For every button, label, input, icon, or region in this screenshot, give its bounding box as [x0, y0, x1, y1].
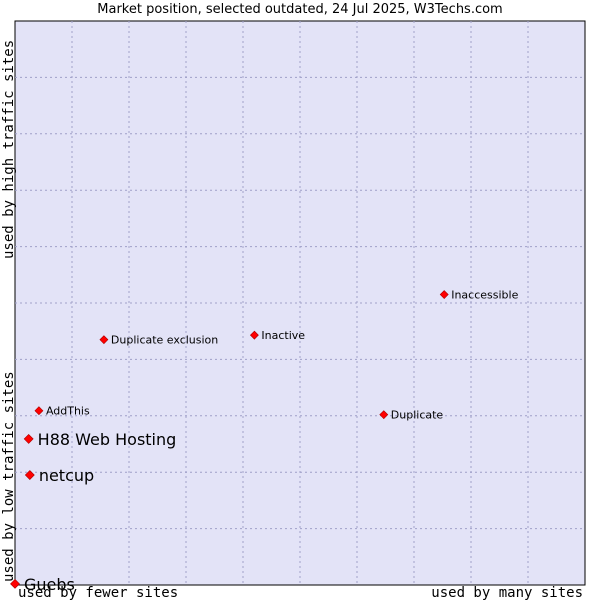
point-marker: [34, 406, 44, 416]
point-marker: [24, 470, 35, 480]
x-axis-label-right: used by many sites: [431, 585, 583, 600]
data-point: AddThis: [34, 405, 90, 418]
y-axis-label-top: used by high traffic sites: [1, 40, 17, 259]
y-axis-label-bottom: used by low traffic sites: [1, 371, 17, 582]
point-label: H88 Web Hosting: [38, 430, 177, 449]
point-label: netcup: [39, 466, 94, 485]
point-label: Inaccessible: [451, 289, 518, 302]
point-marker: [10, 578, 20, 589]
point-label: AddThis: [46, 405, 90, 418]
data-point: Inaccessible: [439, 289, 519, 302]
data-point: Duplicate: [379, 409, 444, 422]
point-label: Duplicate: [391, 409, 444, 422]
grid: [15, 21, 585, 585]
x-axis-label-left: used by fewer sites: [18, 585, 178, 600]
data-point: Inactive: [249, 329, 305, 342]
point-label: Guebs: [24, 575, 75, 594]
data-point: Duplicate exclusion: [99, 334, 218, 347]
point-marker: [249, 330, 259, 340]
data-point: H88 Web Hosting: [23, 430, 177, 449]
chart-title: Market position, selected outdated, 24 J…: [97, 2, 503, 17]
data-point: Guebs: [10, 575, 75, 594]
points-layer: Inaccessible Duplicate exclusion Inactive A…: [10, 289, 519, 594]
point-label: Duplicate exclusion: [111, 334, 218, 347]
data-point: netcup: [24, 466, 94, 485]
point-marker: [23, 433, 34, 444]
point-marker: [99, 335, 109, 345]
point-marker: [439, 290, 449, 299]
point-marker: [379, 410, 389, 420]
point-label: Inactive: [261, 329, 305, 342]
